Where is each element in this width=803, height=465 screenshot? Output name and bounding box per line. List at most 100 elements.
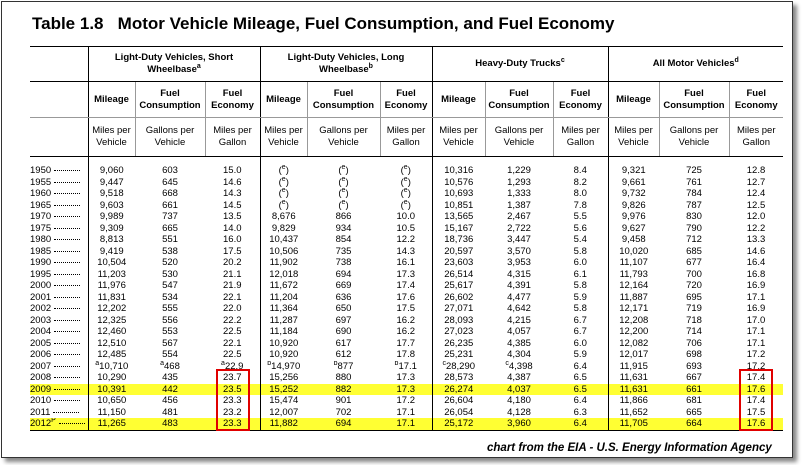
value-cell: 15,256 [259,372,307,384]
cell-note: e [281,188,286,194]
cell-value: 22.9 [224,360,244,372]
value-cell: 27,071 [431,303,485,315]
leader-dots [54,273,81,275]
value-cell: 17.2 [746,360,766,372]
group-note: b [368,63,373,70]
column-header-row: Mileage Fuel Consumption Fuel Economy Milea… [30,81,783,118]
value-cell: 11,831 [87,291,135,303]
value-cell: 681 [686,395,702,406]
data-row: 2003 12,325 556 22.2 11,287 697 16.2 28,093 4,21… [30,314,783,326]
value-cell: 9,447 [87,176,135,188]
year-note: P [51,418,56,424]
value-cell: (e) [259,165,307,177]
value-cell: 9,518 [87,188,135,200]
value-cell: 700 [686,268,702,280]
cell-note: b [394,360,399,367]
value-cell: 694 [307,418,380,430]
cell-note: e [403,199,408,206]
value-cell: 26,604 [431,395,485,407]
value-cell: 669 [335,280,352,291]
value-cell: 3,570 [507,245,531,257]
value-cell: 14.5 [223,199,242,211]
unit-header: Gallons per Vehicle [306,117,380,157]
data-row: 2008 10,290 435 23.7 15,256 880 17.3 28,573 4,38… [30,372,783,384]
value-cell: 10,693 [431,188,485,200]
unit-header: Miles per Gallon [552,117,608,157]
value-cell: 9,458 [607,234,659,246]
value-cell: 17.5 [223,245,242,257]
value-cell: 10,290 [87,372,135,384]
value-cell: 10,506 [259,245,307,257]
value-cell: 21.1 [223,268,242,280]
column-header: Fuel Consumption [484,81,553,118]
year-cell: 2005 [30,338,88,350]
cell-value: 28,290 [445,360,476,372]
value-cell: 10,391 [87,383,135,395]
group-label: All Motor Vehicles [652,58,735,69]
highlight-box [215,369,250,431]
value-cell: c28,290 [431,360,485,372]
value-cell: 12.5 [746,199,766,211]
value-cell: 738 [335,257,352,268]
value-cell: 8,676 [259,211,307,223]
value-cell: 17.1 [746,326,766,337]
value-cell: 11,793 [607,268,659,280]
value-cell: 1,293 [507,176,531,188]
data-row: 2002 12,202 555 22.0 11,364 650 17.5 27,071 4,64… [30,303,783,315]
year-cell: 2012P [30,418,88,430]
value-cell: 530 [162,268,178,280]
value-cell: 17.5 [396,303,416,314]
value-cell: 17.2 [746,349,766,360]
year-cell: 2004 [30,326,88,338]
value-cell: 520 [162,257,178,268]
data-row: 2005 12,510 567 22.1 10,920 617 17.7 26,235 4,38… [30,337,783,350]
value-cell: 8.4 [573,165,587,176]
value-cell: 442 [135,383,205,395]
value-cell: 16.0 [223,234,242,245]
value-cell: 12.8 [746,165,766,176]
cell-value: 10,710 [99,360,129,372]
value-cell: 23.5 [205,383,260,395]
value-cell: 12,017 [607,349,659,361]
unit-header: Miles per Gallon [379,117,432,157]
value-cell: 761 [686,176,702,188]
value-cell: 5.6 [573,222,587,234]
group-header: All Motor Vehiclesd [607,46,783,82]
value-cell: 456 [162,395,178,406]
value-cell: 14.3 [223,188,242,199]
leader-dots [54,193,81,194]
spacer [485,157,553,166]
value-cell: 14.3 [396,245,416,257]
value-cell: 698 [686,349,702,360]
leader-dots [54,285,81,286]
paren: ( [278,176,282,188]
value-cell: 16.8 [746,268,766,280]
data-row: 1980 8,813 551 16.0 10,437 854 12.2 18,736 3,447… [30,234,783,246]
value-cell: 15.0 [223,165,242,176]
value-cell: 720 [686,280,702,291]
unit-header: Miles per Gallon [728,117,783,157]
value-cell: 866 [335,211,352,222]
value-cell: 6.1 [573,268,587,280]
cell-note: b [267,360,272,367]
value-cell: 719 [686,303,702,314]
value-cell: 695 [686,291,702,303]
value-cell: 17.0 [746,314,766,326]
value-cell: 17.1 [746,337,766,349]
data-row: 1975 9,309 665 14.0 9,829 934 10.5 15,167 2,722 5… [30,222,783,234]
value-cell: 3,960 [485,418,553,430]
cell-note: e [341,176,346,183]
year: 2002 [30,303,52,314]
paren: ) [285,188,289,199]
paren: ( [278,165,282,176]
value-cell: 11,287 [259,314,307,326]
paren: ) [407,188,411,199]
value-cell: 26,235 [431,337,485,349]
value-cell: 11,107 [607,257,659,269]
paren: ) [407,165,411,176]
value-cell: (e) [307,188,380,200]
value-cell: 17.6 [729,383,783,395]
value-cell: 9,976 [607,211,659,223]
value-cell: 28,573 [431,372,485,384]
